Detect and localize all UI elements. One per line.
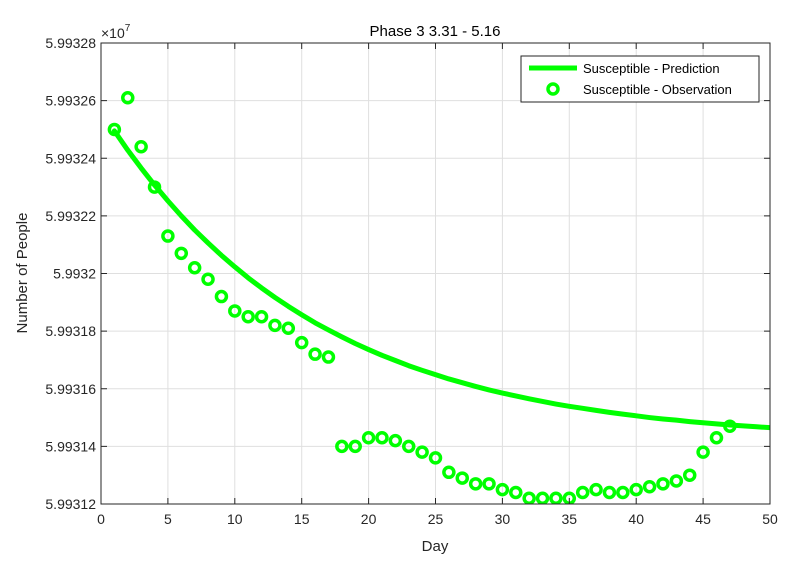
observation-point [147,180,162,194]
observation-point [321,350,336,364]
x-tick-label: 25 [428,511,444,527]
observation-point [294,335,309,350]
y-tick-label: 5.99328 [45,35,96,51]
observation-point [268,318,282,333]
observation-point [388,433,403,448]
x-tick-label: 35 [562,511,578,527]
x-tick-labels: 0 5 10 15 20 25 30 35 40 45 50 [97,511,778,527]
observation-point [468,477,483,491]
observation-point [121,90,135,105]
x-tick-label: 50 [762,511,778,527]
y-multiplier-exponent: 7 [125,23,131,34]
observation-point [656,477,670,491]
x-tick-label: 20 [361,511,377,527]
observation-point [482,477,496,491]
tick-marks [100,42,771,505]
x-tick-label: 5 [164,511,172,527]
observation-point [174,246,189,261]
observation-point [228,304,242,318]
y-tick-label: 5.99314 [45,438,96,454]
observation-point [509,485,523,500]
legend-prediction-label: Susceptible - Prediction [583,61,720,76]
observation-point [709,430,724,445]
y-axis-multiplier: ×107 [101,23,131,41]
observation-point [575,485,590,500]
x-tick-label: 30 [495,511,511,527]
observation-point [642,479,657,494]
y-tick-label: 5.99324 [45,150,96,166]
observation-point [281,321,296,335]
observation-point [201,272,215,287]
x-tick-label: 15 [294,511,310,527]
observation-point [241,309,255,324]
observation-point [669,474,684,488]
y-tick-label: 5.9932 [53,266,96,282]
series-prediction [111,128,770,431]
prediction-line [111,128,770,431]
observation-point [214,289,229,304]
observation-point [134,139,148,154]
observation-point [335,439,349,454]
y-multiplier-base: ×10 [101,25,125,41]
observation-point [723,419,737,433]
observation-point [107,122,122,137]
observation-point [348,439,362,454]
observation-point [629,482,643,497]
y-tick-label: 5.99326 [45,93,96,109]
observation-point [589,482,603,497]
observation-point [254,309,269,324]
observation-point [187,260,202,275]
observation-point [535,491,550,504]
x-tick-label: 40 [628,511,644,527]
observation-point [616,485,630,500]
x-tick-label: 45 [695,511,711,527]
observation-point [696,445,710,459]
series-observation [107,90,737,504]
observation-point [455,471,470,485]
observation-point [442,465,456,480]
x-tick-label: 10 [227,511,243,527]
observation-point [361,430,376,445]
observation-point [682,468,697,482]
y-tick-label: 5.99316 [45,381,96,397]
y-tick-label: 5.99322 [45,208,96,224]
observation-point [428,451,443,465]
observation-point [602,485,617,500]
y-tick-label: 5.99312 [45,496,96,512]
observation-point [161,229,175,243]
observation-point [549,491,563,504]
y-tick-labels: 5.99312 5.99314 5.99316 5.99318 5.9932 5.9932… [45,35,96,512]
observation-point [308,347,322,361]
legend-observation-marker [546,82,560,96]
observation-point [495,482,510,497]
legend-box [520,55,760,103]
observation-point [522,491,536,504]
series-layer [107,90,770,504]
observation-point [401,439,416,454]
chart-title: Phase 3 3.31 - 5.16 [370,23,501,40]
x-tick-label: 0 [97,511,105,527]
legend: Susceptible - Prediction Susceptible - O… [520,55,760,103]
legend-observation-label: Susceptible - Observation [583,82,732,97]
x-axis-label: Day [422,538,449,555]
y-axis-label: Number of People [14,213,31,334]
observation-point [415,445,429,459]
y-tick-label: 5.99318 [45,323,96,339]
observation-point [375,430,389,445]
